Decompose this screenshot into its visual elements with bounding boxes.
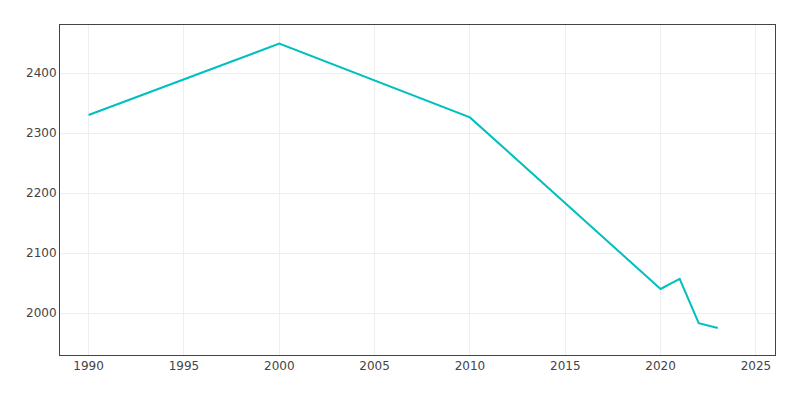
svg-text:2100: 2100 (26, 246, 57, 260)
svg-text:2010: 2010 (455, 359, 486, 373)
svg-text:2020: 2020 (645, 359, 676, 373)
svg-text:2000: 2000 (264, 359, 295, 373)
svg-text:2300: 2300 (26, 126, 57, 140)
svg-text:2025: 2025 (741, 359, 772, 373)
svg-text:2005: 2005 (359, 359, 390, 373)
svg-text:1995: 1995 (169, 359, 200, 373)
svg-text:2400: 2400 (26, 66, 57, 80)
svg-text:2200: 2200 (26, 186, 57, 200)
svg-text:2015: 2015 (550, 359, 581, 373)
svg-text:1990: 1990 (73, 359, 104, 373)
svg-text:2000: 2000 (26, 306, 57, 320)
